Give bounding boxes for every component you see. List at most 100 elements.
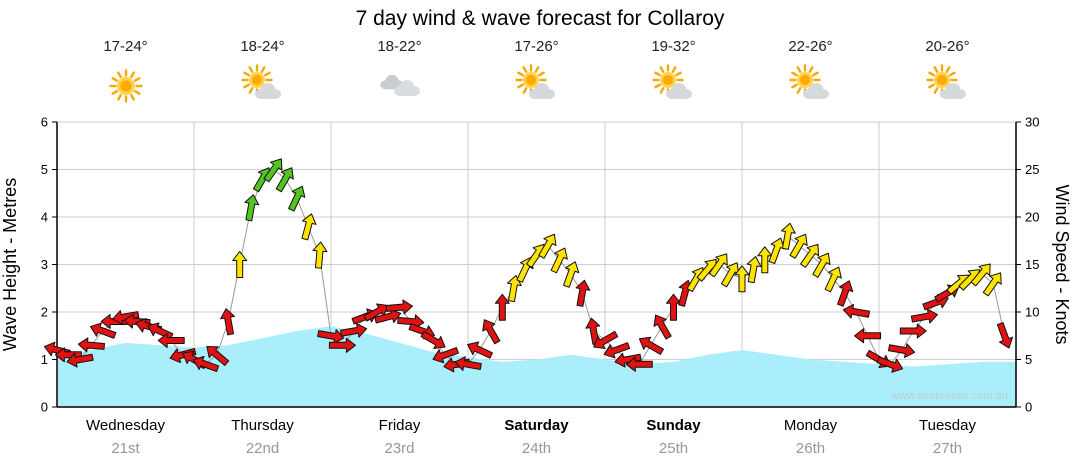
wind-arrow [812, 252, 831, 278]
left-tick-label: 4 [41, 210, 48, 225]
wind-arrow [708, 253, 728, 278]
wind-arrow [593, 330, 619, 350]
day-name-label: Sunday [646, 417, 701, 434]
wind-arrow [638, 336, 664, 355]
wind-arrow [54, 347, 82, 363]
day-temp-range: 20-26° [925, 38, 970, 55]
right-tick-label: 5 [1025, 352, 1032, 367]
wind-arrow [625, 356, 653, 372]
day-date-label: 22nd [245, 440, 280, 457]
day-name-label: Thursday [231, 417, 294, 434]
day-temp-range: 19-32° [651, 38, 696, 55]
wind-arrow [385, 299, 413, 315]
day-temp-range: 18-22° [377, 38, 422, 55]
wind-arrow [157, 333, 185, 348]
wind-arrow [982, 272, 1002, 297]
left-tick-label: 2 [41, 305, 48, 320]
wind-arrow [575, 279, 591, 307]
wind-arrow [494, 293, 510, 321]
wind-arrow [507, 274, 522, 303]
right-tick-label: 10 [1025, 305, 1039, 320]
day-name-label: Saturday [504, 417, 569, 434]
watermark: www.seabreeze.com.au [890, 390, 1008, 402]
wind-arrow [734, 265, 750, 293]
wind-arrow [746, 255, 762, 284]
day-name-label: Friday [378, 417, 421, 434]
left-tick-label: 3 [41, 257, 48, 272]
wind-arrow [910, 308, 939, 324]
wind-arrow [563, 261, 580, 288]
wind-arrow [454, 356, 482, 371]
weather-icon-wrap [99, 63, 153, 111]
day-date-label: 23rd [384, 440, 415, 457]
right-tick-label: 20 [1025, 210, 1039, 225]
wind-arrow [77, 337, 106, 353]
wind-arrow [538, 233, 557, 259]
left-tick-label: 5 [41, 162, 48, 177]
wind-arrow [970, 263, 991, 287]
partly-cloudy-icon [925, 64, 966, 99]
day-label: Saturday 24th [468, 417, 605, 457]
wind-arrow [301, 213, 317, 241]
right-tick-label: 15 [1025, 257, 1039, 272]
wind-arrow [192, 355, 220, 373]
left-tick-label: 6 [41, 115, 48, 130]
wind-arrow [789, 233, 808, 259]
wind-arrow [112, 310, 140, 325]
left-tick-label: 0 [41, 400, 48, 415]
wind-arrow [614, 352, 642, 368]
cloudy-icon [379, 74, 420, 96]
day-forecast-column: 20-26° [879, 38, 1016, 111]
wind-arrow [781, 222, 796, 250]
wind-arrow [275, 167, 294, 193]
weather-icon-wrap [921, 63, 975, 111]
left-axis-title: Wave Height - Metres [0, 178, 20, 351]
day-date-label: 24th [521, 440, 552, 457]
left-tick-label: 1 [41, 352, 48, 367]
wind-arrow [482, 319, 501, 345]
wind-arrow [854, 328, 882, 344]
weather-icon-wrap [373, 63, 427, 111]
wind-arrow [89, 322, 117, 339]
right-axis-title: Wind Speed - Knots [1052, 184, 1072, 344]
wind-arrow [206, 345, 230, 366]
day-label: Friday 23rd [331, 417, 468, 457]
day-label: Thursday 22nd [194, 417, 331, 457]
wind-arrow [603, 342, 631, 359]
day-forecast-column: 22-26° [742, 38, 879, 111]
day-label: Tuesday 27th [879, 417, 1016, 457]
wind-arrow [328, 337, 356, 353]
wind-arrow [824, 266, 842, 293]
day-temp-range: 17-26° [514, 38, 559, 55]
day-forecast-column: 17-26° [468, 38, 605, 111]
day-date-label: 26th [795, 440, 826, 457]
partly-cloudy-icon [514, 64, 555, 99]
wind-arrow [312, 241, 328, 269]
wind-arrow [467, 341, 493, 359]
wind-arrow [263, 158, 283, 183]
weather-icon-wrap [784, 63, 838, 111]
wind-arrow [876, 356, 904, 373]
day-temp-range: 18-24° [240, 38, 285, 55]
wind-arrow [800, 243, 820, 268]
day-forecast-column: 18-22° [331, 38, 468, 111]
day-date-label: 21st [111, 440, 140, 457]
weather-icon-wrap [510, 63, 564, 111]
day-label: Monday 26th [742, 417, 879, 457]
day-label: Wednesday 21st [57, 417, 194, 457]
partly-cloudy-icon [788, 64, 829, 99]
day-forecast-column: 18-24° [194, 38, 331, 111]
wind-arrow [842, 303, 871, 319]
day-headers: 17-24° 18-24° 18-22° 17-26° 19-32° 22-26° 20-2… [57, 38, 1016, 111]
right-tick-label: 25 [1025, 162, 1039, 177]
wind-arrow [66, 352, 94, 368]
wind-arrow [288, 185, 306, 212]
wave-height-area [57, 326, 1016, 407]
day-name-label: Tuesday [919, 417, 976, 434]
wind-arrow [653, 314, 672, 340]
wind-arrow [232, 251, 248, 278]
day-date-label: 25th [658, 440, 689, 457]
day-temp-range: 17-24° [103, 38, 148, 55]
page-title: 7 day wind & wave forecast for Collaroy [355, 7, 725, 30]
